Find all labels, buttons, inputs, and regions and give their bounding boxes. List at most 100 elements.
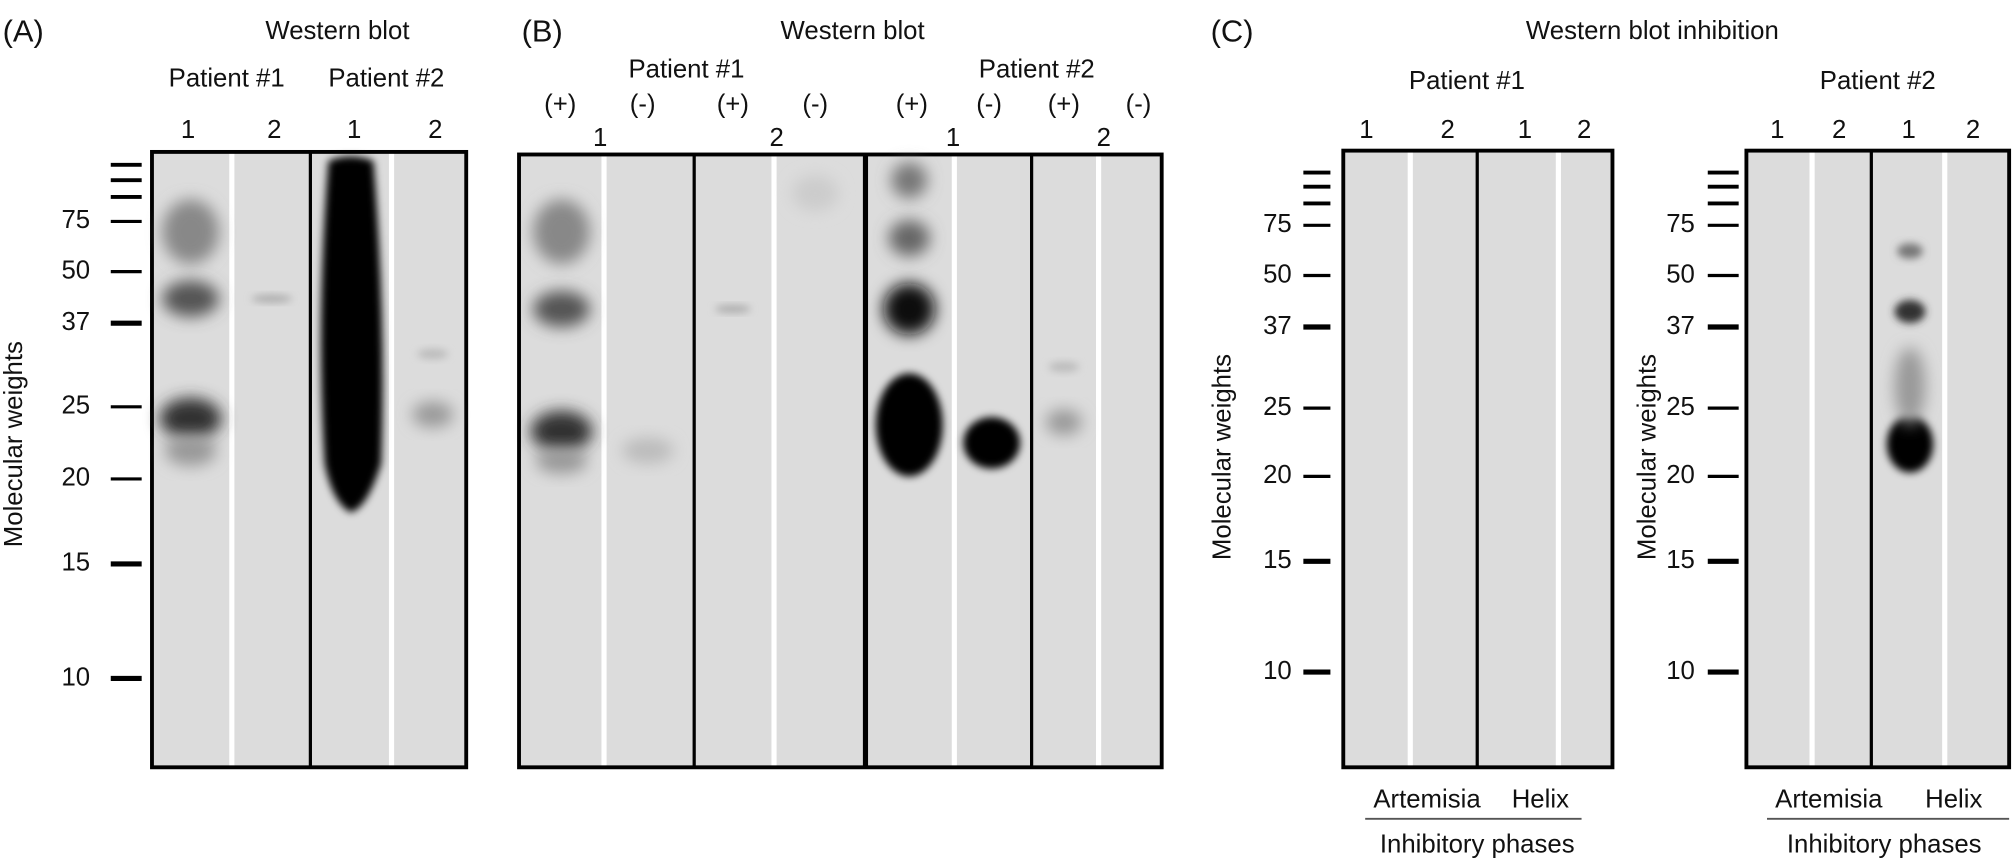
- blot-frame: [150, 149, 469, 770]
- lane-number: 1: [347, 116, 361, 144]
- lane-number: 1: [946, 124, 960, 152]
- lane-number: 1: [1518, 116, 1532, 144]
- mw-label: 75: [1666, 210, 1695, 238]
- condition-label: (-): [802, 90, 828, 118]
- band: [875, 373, 943, 477]
- condition-label: (+): [896, 90, 928, 118]
- mw-label: 50: [61, 256, 90, 284]
- y-axis-label: Molecular weights: [1633, 354, 1661, 560]
- condition-label: (-): [976, 90, 1002, 118]
- mw-label: 25: [1263, 393, 1292, 421]
- band: [1045, 409, 1082, 436]
- band: [533, 199, 590, 264]
- band: [417, 348, 449, 360]
- band: [159, 397, 222, 440]
- lane-number: 2: [428, 116, 442, 144]
- mw-label: 50: [1666, 260, 1695, 288]
- mw-label: 20: [1263, 461, 1292, 489]
- mw-label: 37: [61, 308, 90, 336]
- lane-number: 1: [1770, 116, 1784, 144]
- y-axis-label: Molecular weights: [1208, 354, 1236, 560]
- band: [883, 283, 936, 335]
- band: [1894, 347, 1926, 425]
- y-axis-label: Molecular weights: [0, 341, 28, 547]
- lane-gap: [1555, 150, 1561, 768]
- lane-number: 2: [769, 124, 783, 152]
- mw-label: 37: [1666, 312, 1695, 340]
- blot-images: [150, 148, 2012, 770]
- patient-label: Patient #2: [1820, 67, 1936, 95]
- blot-background: [519, 154, 1162, 768]
- patient-label: Patient #2: [979, 56, 1095, 84]
- lane-number: 1: [1359, 116, 1373, 144]
- band: [162, 280, 219, 317]
- inhibitor-label: Artemisia: [1775, 786, 1883, 814]
- band: [1886, 415, 1934, 473]
- inhibitor-label: Helix: [1925, 786, 1982, 814]
- patient-label: Patient #1: [169, 65, 285, 93]
- lane-gap: [229, 151, 235, 768]
- lane-gap: [1809, 150, 1815, 768]
- band: [792, 175, 839, 212]
- band: [622, 437, 674, 464]
- condition-label: (+): [544, 90, 576, 118]
- band: [1048, 361, 1080, 373]
- lane-gap: [771, 154, 777, 768]
- condition-label: (+): [717, 90, 749, 118]
- lane-gap: [1407, 150, 1413, 768]
- band: [963, 417, 1021, 469]
- blot-background: [1746, 150, 2010, 768]
- band: [533, 290, 590, 328]
- mw-label: 15: [61, 549, 90, 577]
- mw-label: 15: [1263, 546, 1292, 574]
- band: [162, 199, 219, 264]
- panel-title: Western blot inhibition: [1526, 17, 1779, 45]
- inhibitors-label: Inhibitory phases: [1380, 831, 1575, 859]
- lane-number: 2: [1440, 116, 1454, 144]
- lane-gap: [1942, 150, 1948, 768]
- band: [320, 156, 383, 513]
- condition-label: (+): [1048, 90, 1080, 118]
- panel-label: (A): [3, 14, 44, 49]
- mw-label: 10: [61, 663, 90, 691]
- mw-label: 37: [1263, 312, 1292, 340]
- lane-number: 2: [267, 116, 281, 144]
- band: [251, 294, 293, 303]
- patient-label: Patient #1: [628, 56, 744, 84]
- mw-label: 10: [1666, 657, 1695, 685]
- band: [412, 401, 454, 428]
- lane-gap: [951, 154, 957, 768]
- condition-label: (-): [1126, 90, 1152, 118]
- lane-number: 2: [1832, 116, 1846, 144]
- lane-number: 1: [181, 116, 195, 144]
- band: [1894, 299, 1926, 324]
- band: [530, 410, 593, 452]
- panel-label: (C): [1211, 14, 1254, 49]
- band: [891, 162, 928, 199]
- mw-label: 10: [1263, 657, 1292, 685]
- inhibitor-label: Helix: [1512, 786, 1569, 814]
- panel-title: Western blot: [781, 17, 925, 45]
- inhibitors-label: Inhibitory phases: [1787, 831, 1982, 859]
- band: [1897, 243, 1923, 259]
- blot-frame: [517, 152, 1164, 770]
- mw-label: 50: [1263, 260, 1292, 288]
- band: [714, 305, 751, 313]
- mw-label: 15: [1666, 546, 1695, 574]
- blot-frame: [1341, 148, 1615, 770]
- lane-number: 2: [1966, 116, 1980, 144]
- lane-gap: [388, 151, 395, 768]
- band: [535, 448, 588, 474]
- panel-label: (B): [522, 14, 563, 49]
- lane-number: 1: [1902, 116, 1916, 144]
- inhibitor-label: Artemisia: [1373, 786, 1481, 814]
- mw-label: 25: [1666, 393, 1695, 421]
- mw-label: 75: [1263, 210, 1292, 238]
- mw-label: 75: [61, 206, 90, 234]
- condition-label: (-): [630, 90, 656, 118]
- band: [888, 220, 930, 257]
- mw-label: 25: [61, 392, 90, 420]
- lane-number: 2: [1577, 116, 1591, 144]
- lane-gap: [1096, 154, 1102, 768]
